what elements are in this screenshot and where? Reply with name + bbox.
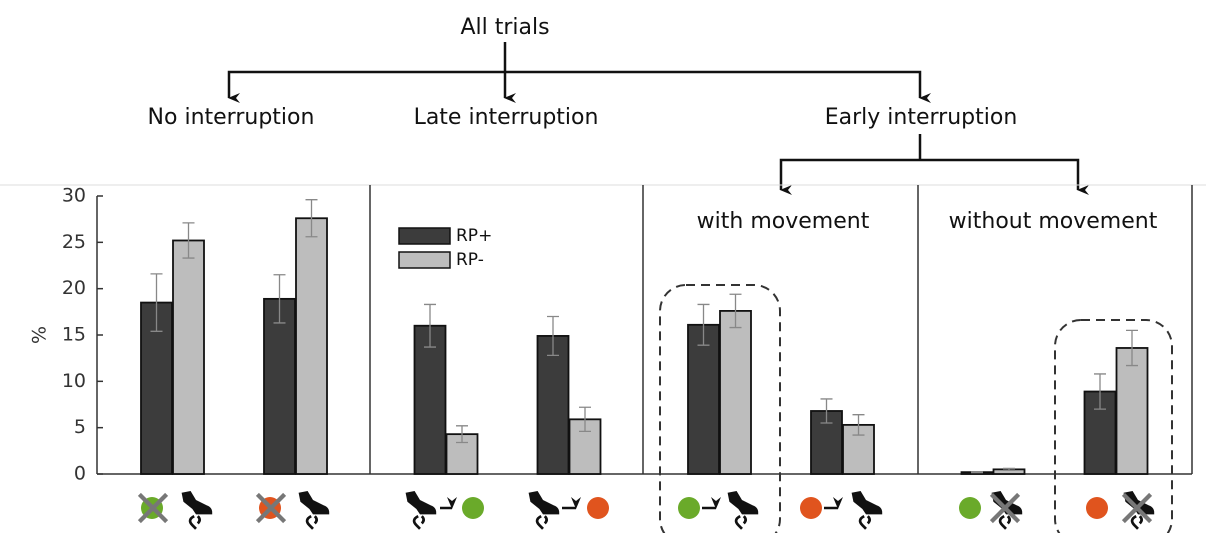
y-tick-label: 10 (62, 370, 86, 392)
bar (172, 239, 205, 475)
legend-swatch (398, 227, 451, 245)
y-tick-label: 15 (62, 324, 86, 346)
y-tick-label: 20 (62, 277, 86, 299)
arrow (779, 158, 1089, 195)
y-tick-label: 30 (62, 185, 86, 207)
bar (687, 323, 720, 475)
error-bar (424, 303, 436, 348)
error-bar (579, 406, 591, 433)
y-axis-label: % (29, 326, 51, 344)
highlight-box (659, 284, 781, 533)
bar (295, 217, 328, 475)
error-bar (852, 414, 865, 436)
tree-root: All trials (460, 15, 549, 40)
y-tick-label: 5 (74, 416, 86, 438)
error-bar (273, 274, 286, 324)
icons (139, 489, 1156, 530)
legend-swatch (398, 251, 451, 269)
branch-label: Early interruption (825, 105, 1018, 130)
branch-label: Late interruption (414, 105, 599, 130)
y-tick-label: 0 (74, 463, 86, 485)
error-bar (729, 293, 742, 329)
error-bar (182, 222, 195, 259)
error-bar (305, 199, 318, 238)
error-bar (820, 398, 833, 424)
legend-label: RP- (456, 250, 484, 270)
error-bar (150, 273, 163, 332)
error-bar (971, 471, 983, 474)
error-bar (697, 303, 710, 346)
bar (719, 310, 752, 475)
bar (1115, 347, 1149, 475)
bar (536, 335, 570, 475)
branch-label: No interruption (148, 105, 315, 130)
legend-label: RP+ (456, 226, 492, 246)
error-bar (456, 425, 468, 444)
error-bar (1126, 329, 1138, 367)
error-bar (1094, 373, 1106, 410)
panel-label: without movement (949, 209, 1158, 234)
y-tick-label: 25 (62, 231, 86, 253)
error-bar (1003, 467, 1015, 471)
error-bar (547, 315, 559, 357)
bar (413, 324, 447, 475)
highlight-box (1054, 319, 1173, 533)
tree: All trials No interruption Late interrup… (148, 15, 1089, 195)
panel-label: with movement (697, 209, 870, 234)
bar (263, 297, 296, 475)
arrow (227, 70, 931, 103)
